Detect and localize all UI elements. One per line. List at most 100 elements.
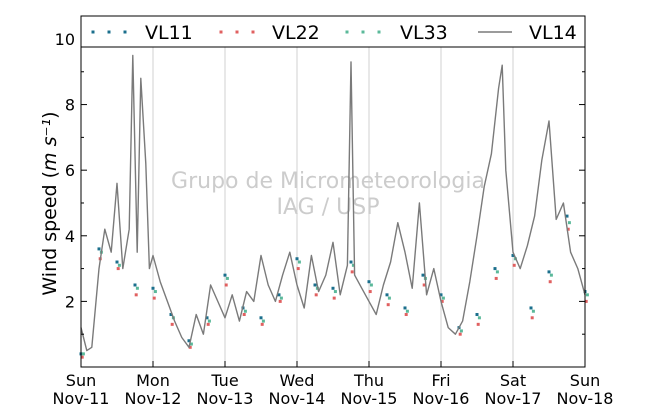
- series-vl22: [80, 227, 588, 359]
- data-point: [297, 260, 301, 264]
- grid-lines: [152, 16, 514, 367]
- y-tick-label: 10: [55, 30, 75, 49]
- y-tick-label: 6: [65, 161, 75, 180]
- data-point: [117, 263, 121, 267]
- x-tick-label-date: Nov-14: [269, 389, 326, 408]
- data-point: [243, 309, 247, 313]
- data-point: [495, 270, 499, 274]
- data-point: [135, 286, 139, 290]
- x-tick-label-date: Nov-16: [413, 389, 470, 408]
- data-point: [97, 247, 101, 251]
- data-point: [477, 316, 481, 320]
- data-point: [422, 283, 426, 287]
- data-point: [333, 290, 337, 294]
- data-point: [584, 299, 588, 303]
- x-tick-label-date: Nov-17: [485, 389, 542, 408]
- data-point: [133, 283, 137, 287]
- data-point: [331, 286, 335, 290]
- data-point: [439, 293, 443, 297]
- data-point: [459, 329, 463, 333]
- legend-marker: [377, 30, 381, 34]
- data-point: [511, 253, 515, 257]
- x-tick-label-day: Mon: [136, 371, 170, 390]
- data-point: [476, 322, 480, 326]
- data-point: [205, 316, 209, 320]
- x-tick-label-date: Nov-18: [557, 389, 614, 408]
- data-point: [278, 299, 282, 303]
- data-point: [585, 293, 589, 297]
- data-point: [332, 296, 336, 300]
- watermark-line: IAG / USP: [277, 195, 380, 220]
- data-point: [206, 322, 210, 326]
- data-point: [530, 316, 534, 320]
- data-point: [115, 260, 119, 264]
- data-point: [188, 345, 192, 349]
- data-point: [169, 313, 173, 317]
- data-point: [151, 286, 155, 290]
- x-tick-label-day: Tue: [210, 371, 238, 390]
- data-point: [529, 306, 533, 310]
- data-point: [279, 296, 283, 300]
- data-point: [277, 293, 281, 297]
- x-tick-label-day: Fri: [431, 371, 450, 390]
- data-point: [187, 339, 191, 343]
- legend-label: VL22: [272, 22, 320, 44]
- data-point: [207, 319, 211, 323]
- watermark-line: Grupo de Micrometeorologia: [171, 169, 485, 194]
- data-point: [349, 260, 353, 264]
- data-point: [80, 355, 84, 359]
- y-axis-label-text: Wind speed (: [39, 171, 61, 296]
- data-point: [567, 221, 571, 225]
- legend-item-vl33: VL33: [345, 22, 448, 44]
- y-axis-label: Wind speed (m s⁻¹): [39, 111, 61, 295]
- data-point: [189, 342, 193, 346]
- legend-label: VL14: [529, 22, 577, 44]
- data-point: [440, 299, 444, 303]
- data-point: [223, 273, 227, 277]
- x-tick-label-day: Sun: [66, 371, 96, 390]
- data-point: [404, 313, 408, 317]
- series-vl11: [79, 214, 587, 356]
- data-point: [367, 280, 371, 284]
- data-point: [549, 273, 553, 277]
- y-tick-label: 8: [65, 96, 75, 115]
- x-tick-label-date: Nov-12: [125, 389, 182, 408]
- data-point: [475, 313, 479, 317]
- data-point: [368, 290, 372, 294]
- legend-marker: [345, 30, 349, 34]
- x-tick-label-day: Wed: [280, 371, 315, 390]
- legend-marker: [251, 30, 255, 34]
- data-point: [547, 270, 551, 274]
- data-point: [403, 306, 407, 310]
- legend-marker: [107, 30, 111, 34]
- data-point: [405, 309, 409, 313]
- legend-marker: [361, 30, 365, 34]
- y-axis-unit: m s⁻¹: [39, 119, 61, 171]
- data-point: [512, 263, 516, 267]
- data-point: [170, 322, 174, 326]
- data-point: [313, 283, 317, 287]
- data-point: [458, 332, 462, 336]
- legend: VL11 VL22 VL33 VL14: [80, 15, 586, 48]
- data-point: [369, 283, 373, 287]
- series-layer: [79, 54, 589, 359]
- x-tick-label-date: Nov-13: [197, 389, 254, 408]
- data-point: [441, 296, 445, 300]
- legend-marker: [91, 30, 95, 34]
- x-tick-label-day: Thu: [353, 371, 384, 390]
- data-point: [351, 263, 355, 267]
- legend-item-vl11: VL11: [91, 22, 193, 44]
- data-point: [385, 293, 389, 297]
- x-tick-label-date: Nov-15: [341, 389, 398, 408]
- y-tick-label: 4: [65, 227, 75, 246]
- x-tick-label-day: Sun: [570, 371, 600, 390]
- data-point: [531, 309, 535, 313]
- data-point: [314, 293, 318, 297]
- data-point: [296, 267, 300, 271]
- legend-marker: [219, 30, 223, 34]
- legend-label: VL11: [145, 22, 193, 44]
- data-point: [350, 270, 354, 274]
- data-point: [421, 273, 425, 277]
- data-point: [261, 319, 265, 323]
